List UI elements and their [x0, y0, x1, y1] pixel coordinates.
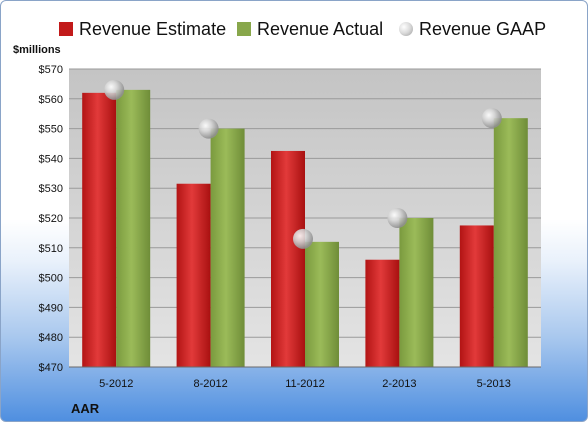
legend-item-revenue-gaap: Revenue GAAP: [399, 18, 546, 40]
y-tick-label: $480: [39, 332, 63, 344]
x-tick-label: 11-2012: [285, 378, 325, 390]
y-tick-label: $510: [39, 243, 63, 255]
bar-revenue-estimate: [459, 225, 494, 367]
legend-label-revenue-actual: Revenue Actual: [257, 18, 384, 39]
company-label: AAR: [71, 401, 100, 416]
bar-revenue-actual: [493, 118, 528, 367]
bar-revenue-actual: [210, 128, 245, 367]
marker-revenue-gaap: [198, 118, 219, 139]
y-tick-label: $470: [39, 362, 63, 374]
legend-swatch-revenue-estimate: [59, 22, 73, 36]
x-tick-label: 8-2012: [193, 378, 227, 390]
y-tick-label: $570: [39, 64, 63, 76]
x-tick-label: 5-2012: [99, 378, 133, 390]
legend: Revenue Estimate Revenue Actual Revenue …: [1, 18, 587, 40]
bar-revenue-actual: [305, 241, 339, 367]
bar-revenue-estimate: [82, 92, 117, 367]
legend-label-revenue-gaap: Revenue GAAP: [419, 18, 547, 39]
y-tick-label: $490: [39, 302, 63, 314]
marker-revenue-gaap: [104, 79, 125, 100]
legend-label-revenue-estimate: Revenue Estimate: [79, 18, 227, 39]
marker-revenue-gaap: [293, 228, 313, 249]
legend-swatch-revenue-gaap: [399, 22, 413, 36]
bar-revenue-estimate: [271, 150, 305, 367]
y-tick-label: $540: [39, 153, 63, 165]
y-tick-label: $560: [39, 94, 63, 106]
bar-revenue-actual: [116, 89, 151, 368]
y-tick-label: $530: [39, 183, 63, 195]
y-tick-label: $550: [39, 124, 63, 136]
legend-item-revenue-actual: Revenue Actual: [237, 18, 383, 40]
bar-revenue-actual: [399, 218, 434, 367]
bar-revenue-estimate: [365, 259, 400, 367]
marker-revenue-gaap: [481, 108, 502, 129]
bar-revenue-estimate: [176, 183, 211, 367]
legend-item-revenue-estimate: Revenue Estimate: [59, 18, 226, 40]
y-tick-label: $500: [39, 273, 63, 285]
y-tick-label: $520: [39, 213, 63, 225]
x-tick-label: 5-2013: [477, 378, 511, 390]
x-tick-label: 2-2013: [382, 378, 416, 390]
y-axis-unit-label: $millions: [13, 44, 61, 56]
marker-revenue-gaap: [387, 208, 408, 228]
legend-swatch-revenue-actual: [237, 22, 251, 36]
